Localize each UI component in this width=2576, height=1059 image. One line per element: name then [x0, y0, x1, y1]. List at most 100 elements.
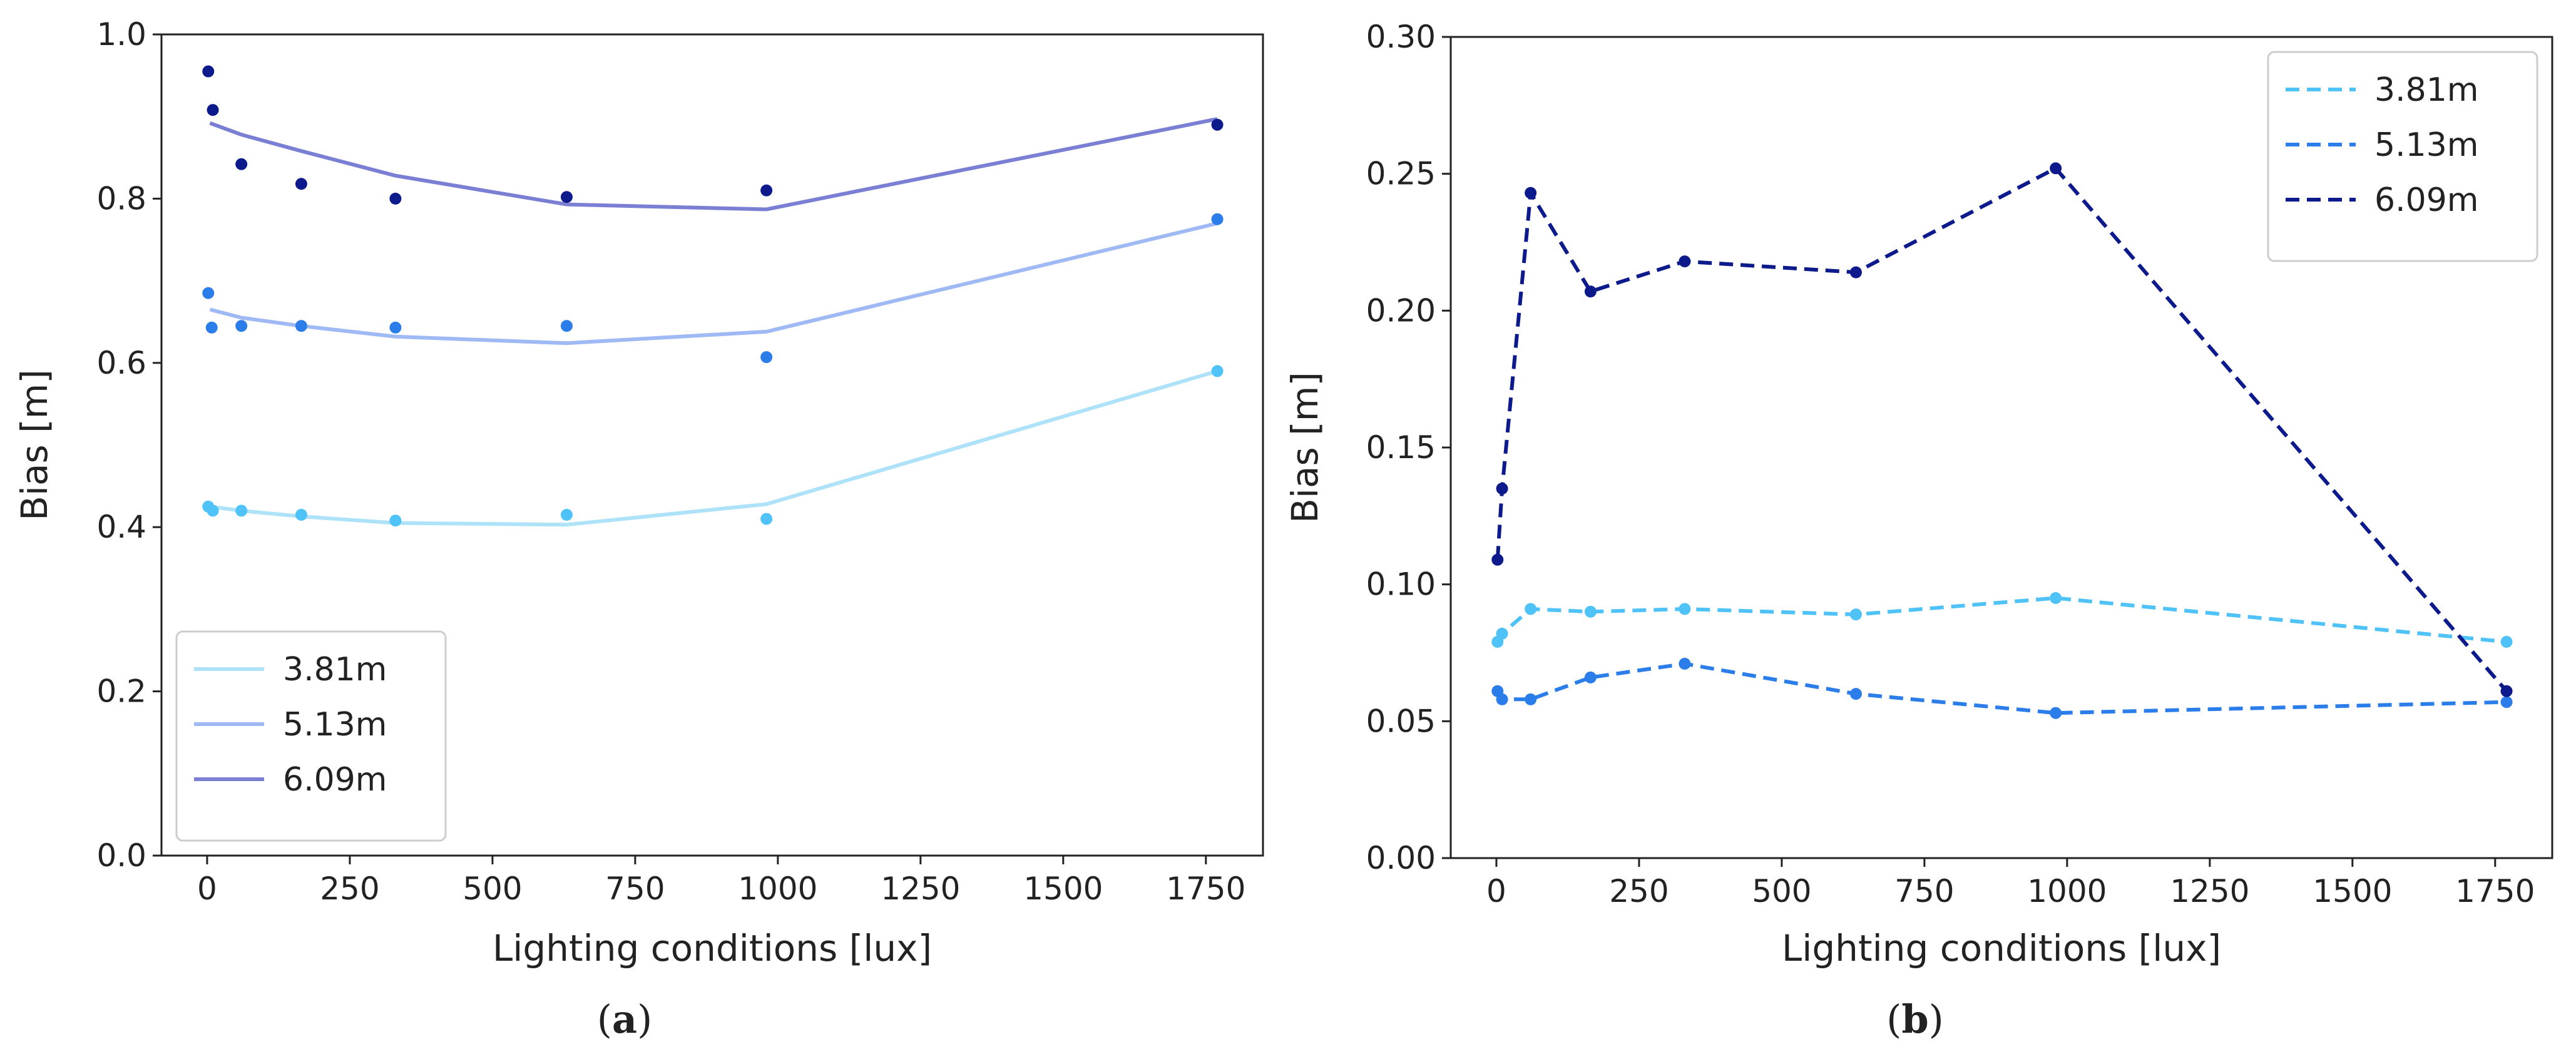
data-point-3.81m [207, 504, 219, 517]
data-point-6.09m [760, 184, 773, 197]
panel-caption-paren: ( [1886, 996, 1901, 1042]
data-point-3.81m [1525, 603, 1537, 615]
data-point-6.09m [389, 192, 402, 205]
data-point-5.13m [2500, 696, 2513, 709]
x-tick-label: 1250 [2170, 873, 2249, 909]
series-line-5.13m [1496, 662, 2507, 715]
data-point-5.13m [202, 287, 215, 299]
data-point-5.13m [389, 321, 402, 334]
data-point-5.13m [1525, 693, 1537, 705]
x-tick-label: 500 [463, 871, 522, 907]
data-point-5.13m [760, 351, 773, 364]
y-tick-label: 0.0 [96, 837, 146, 874]
data-point-6.09m [1496, 483, 1508, 495]
panel-caption-paren: ) [1929, 996, 1944, 1042]
y-tick-label: 0.10 [1366, 566, 1436, 603]
data-point-3.81m [2500, 636, 2513, 648]
legend-label: 3.81m [283, 651, 387, 688]
series-line-5.13m [209, 221, 1218, 345]
plot-area-frame [160, 33, 1264, 857]
data-point-3.81m [760, 513, 773, 525]
data-point-3.81m [1211, 365, 1224, 377]
data-point-3.81m [1849, 608, 1862, 621]
x-axis-label: Lighting conditions [lux] [493, 927, 932, 969]
y-tick-label: 0.15 [1366, 429, 1436, 466]
legend-label: 6.09m [283, 761, 387, 799]
legend-box [175, 630, 447, 842]
legend-label: 5.13m [2374, 126, 2478, 164]
x-tick-label: 750 [1894, 873, 1954, 909]
panel-caption-paren: ) [637, 996, 652, 1042]
data-point-3.81m [295, 509, 307, 521]
x-axis-label: Lighting conditions [lux] [1782, 927, 2221, 969]
x-tick-label: 0 [197, 871, 217, 907]
data-point-3.81m [1679, 603, 1691, 615]
data-point-5.13m [295, 320, 307, 332]
data-point-6.09m [1525, 187, 1537, 199]
series-line-6.09m [209, 117, 1218, 212]
y-tick-label: 0.6 [96, 345, 146, 381]
panel-caption-letter: b [1901, 996, 1928, 1042]
x-tick-label: 1000 [2027, 873, 2107, 909]
legend-label: 5.13m [283, 706, 387, 744]
data-point-5.13m [560, 320, 573, 332]
x-tick-label: 1000 [738, 871, 817, 907]
data-point-3.81m [235, 504, 248, 517]
x-tick-label: 1750 [2455, 873, 2535, 909]
y-tick-label: 1.0 [96, 16, 146, 53]
data-point-3.81m [560, 509, 573, 521]
series-line-3.81m [1496, 596, 2507, 644]
data-point-5.13m [2050, 707, 2062, 719]
x-tick-label: 1500 [2313, 873, 2392, 909]
y-axis-label: Bias [m] [1284, 372, 1326, 523]
legend-label: 3.81m [2374, 71, 2478, 109]
data-point-3.81m [1496, 627, 1508, 640]
x-tick-label: 1750 [1166, 871, 1245, 907]
data-point-6.09m [2500, 685, 2513, 697]
y-tick-label: 0.8 [96, 180, 146, 217]
data-point-5.13m [235, 320, 248, 332]
series-line-3.81m [210, 369, 1218, 527]
data-point-3.81m [2050, 592, 2062, 605]
data-point-3.81m [389, 514, 402, 527]
x-tick-label: 500 [1752, 873, 1811, 909]
panel-caption-letter: a [612, 996, 637, 1042]
data-point-6.09m [2050, 162, 2062, 175]
data-point-5.13m [1679, 657, 1691, 670]
data-point-6.09m [1584, 285, 1597, 298]
data-point-5.13m [1584, 671, 1597, 683]
series-line-6.09m [1495, 166, 2508, 693]
y-tick-label: 0.30 [1366, 19, 1436, 55]
chart-panel-a: 0 250 500 750 1000 1250 1500 1750 0.0 0.2 0.4 0.6 0.… [13, 16, 1264, 1042]
data-point-3.81m [1584, 605, 1597, 618]
x-tick-label: 1500 [1023, 871, 1103, 907]
y-axis-label: Bias [m] [13, 369, 56, 521]
x-tick-label: 1250 [881, 871, 960, 907]
x-tick-label: 0 [1486, 873, 1506, 909]
x-tick-label: 750 [605, 871, 665, 907]
y-tick-label: 0.25 [1366, 156, 1436, 192]
y-tick-label: 0.00 [1366, 840, 1436, 876]
legend-box [2267, 51, 2538, 262]
legend-label: 6.09m [2374, 182, 2478, 219]
data-point-6.09m [207, 104, 219, 116]
y-tick-label: 0.4 [96, 509, 146, 545]
data-point-5.13m [205, 321, 218, 334]
data-point-6.09m [295, 178, 307, 190]
data-point-6.09m [1211, 118, 1224, 131]
data-point-6.09m [1679, 255, 1691, 268]
chart-panel-b: 0 250 500 750 1000 1250 1500 1750 0.00 0.05 0.10 0.… [1284, 19, 2553, 1042]
x-tick-label: 250 [1609, 873, 1669, 909]
panel-caption-paren: ( [597, 996, 612, 1042]
data-point-6.09m [1491, 553, 1504, 566]
data-point-6.09m [235, 158, 248, 170]
x-tick-label: 250 [320, 871, 379, 907]
y-tick-label: 0.05 [1366, 703, 1436, 739]
data-point-6.09m [202, 65, 215, 78]
panel-caption: (b) [1886, 996, 1944, 1042]
data-point-5.13m [1211, 213, 1224, 225]
data-point-6.09m [560, 191, 573, 203]
data-point-5.13m [1849, 688, 1862, 700]
data-point-6.09m [1849, 266, 1862, 279]
